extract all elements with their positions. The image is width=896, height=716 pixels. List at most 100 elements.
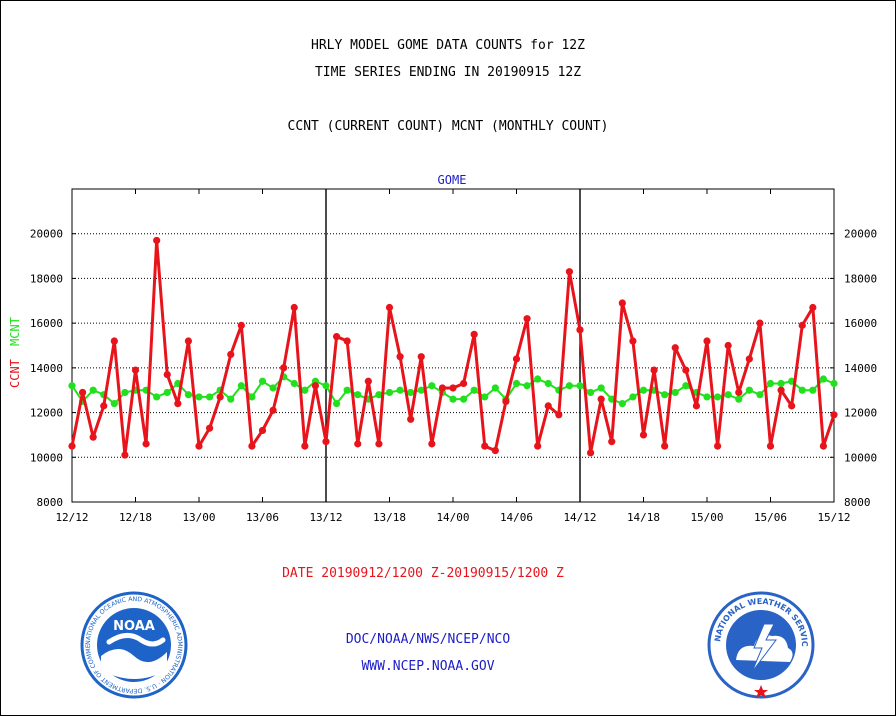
axes: 8000 8000 10000 10000 12000 12000 14000 14000 16…: [30, 188, 877, 524]
ccnt-point: [322, 438, 330, 446]
ccnt-point: [534, 442, 542, 450]
y-tick-label-right: 16000: [844, 317, 877, 330]
ccnt-point: [512, 355, 521, 363]
noaa-logo: NOAA NATIONAL OCEANIC AND ATMOSPHERIC AD…: [79, 590, 188, 699]
ccnt-point: [438, 384, 447, 392]
ccnt-point: [576, 326, 584, 334]
mcnt-point: [121, 388, 129, 397]
mcnt-point: [565, 382, 574, 390]
mcnt-point: [449, 395, 457, 403]
ccnt-point: [89, 433, 97, 441]
mcnt-point: [301, 386, 309, 394]
ccnt-point: [354, 440, 362, 448]
ccnt-point: [713, 442, 722, 450]
ccnt-point: [227, 350, 235, 359]
mcnt-point: [756, 391, 764, 399]
ccnt-point: [142, 440, 150, 448]
mcnt-point: [766, 379, 775, 388]
ccnt-point: [195, 442, 203, 450]
ccnt-point: [597, 395, 605, 403]
ccnt-point: [502, 397, 510, 405]
mcnt-point: [227, 395, 235, 403]
ccnt-point: [131, 366, 140, 374]
mcnt-point: [290, 379, 298, 388]
ccnt-line: [70, 238, 836, 457]
y-tick-label-right: 18000: [844, 272, 877, 285]
ccnt-point: [385, 303, 394, 312]
ccnt-point: [311, 382, 320, 390]
panel-title: GOME: [438, 173, 467, 187]
ccnt-point: [163, 370, 171, 379]
x-tick-label: 13/00: [182, 511, 215, 524]
y-axis-label-mcnt: MCNT: [8, 317, 22, 346]
y-tick-label-left: 14000: [30, 362, 63, 375]
ccnt-point: [449, 384, 457, 392]
chart-title-line-3: CCNT (CURRENT COUNT) MCNT (MONTHLY COUNT…: [287, 119, 609, 134]
series-ccnt: [68, 236, 838, 459]
mcnt-point: [512, 379, 521, 388]
ccnt-point: [174, 400, 182, 408]
ccnt-point: [735, 388, 743, 397]
time-series-chart: GOME CCNT MCNT 8000 8000 10000 10000 12000 12…: [8, 173, 877, 524]
mcnt-point: [798, 386, 806, 394]
ccnt-point: [618, 299, 626, 307]
chart-title-line-2: TIME SERIES ENDING IN 20190915 12Z: [314, 65, 582, 80]
x-tick-label: 12/18: [119, 511, 152, 524]
mcnt-point: [375, 391, 383, 399]
x-tick-label: 13/18: [373, 511, 406, 524]
nws-logo: NATIONAL WEATHER SERVICE: [706, 590, 815, 699]
ccnt-point: [153, 236, 161, 245]
x-tick-label: 15/06: [754, 511, 787, 524]
y-tick-label-left: 18000: [30, 272, 63, 285]
x-tick-label: 15/00: [690, 511, 723, 524]
ccnt-point: [830, 411, 838, 419]
mcnt-point: [153, 393, 161, 401]
mcnt-point: [396, 386, 404, 394]
mcnt-point: [248, 393, 256, 401]
ccnt-point: [470, 330, 478, 338]
mcnt-point: [470, 386, 478, 394]
ccnt-point: [682, 366, 690, 374]
ccnt-point: [544, 402, 552, 410]
ccnt-point: [798, 321, 806, 329]
x-tick-label: 14/00: [436, 511, 469, 524]
mcnt-point: [830, 379, 838, 388]
ccnt-point: [724, 341, 732, 350]
mcnt-point: [544, 379, 552, 388]
mcnt-point: [237, 382, 245, 390]
ccnt-point: [428, 440, 436, 448]
mcnt-point: [332, 400, 341, 408]
mcnt-point: [407, 388, 415, 397]
mcnt-point: [639, 386, 648, 394]
mcnt-point: [163, 388, 171, 397]
ccnt-point: [280, 364, 288, 372]
star-icon: [754, 685, 768, 698]
ccnt-point: [639, 431, 648, 439]
y-tick-label-right: 8000: [844, 496, 871, 509]
ccnt-point: [491, 446, 499, 455]
mcnt-point: [491, 384, 499, 392]
ccnt-point: [809, 303, 817, 312]
ccnt-point: [375, 440, 383, 448]
mcnt-point: [343, 386, 351, 394]
ccnt-point: [629, 337, 637, 345]
ccnt-point: [661, 442, 669, 450]
ccnt-point: [184, 337, 193, 345]
y-tick-label-left: 8000: [37, 496, 64, 509]
chart-title-line-1: HRLY MODEL GOME DATA COUNTS for 12Z: [311, 38, 585, 53]
ccnt-point: [565, 268, 574, 276]
ccnt-point: [756, 319, 764, 327]
noaa-logo-text: NOAA: [113, 619, 155, 634]
mcnt-point: [89, 386, 97, 394]
ccnt-point: [459, 379, 468, 388]
ccnt-point: [332, 332, 341, 341]
y-axis-label-ccnt: CCNT: [8, 359, 22, 388]
ccnt-point: [121, 451, 129, 459]
mcnt-point: [205, 393, 214, 401]
ccnt-point: [205, 424, 214, 432]
website-line: WWW.NCEP.NOAA.GOV: [361, 659, 495, 674]
ccnt-point: [68, 442, 76, 450]
mcnt-point: [745, 386, 753, 394]
ccnt-point: [78, 388, 87, 397]
ccnt-point: [407, 415, 415, 423]
